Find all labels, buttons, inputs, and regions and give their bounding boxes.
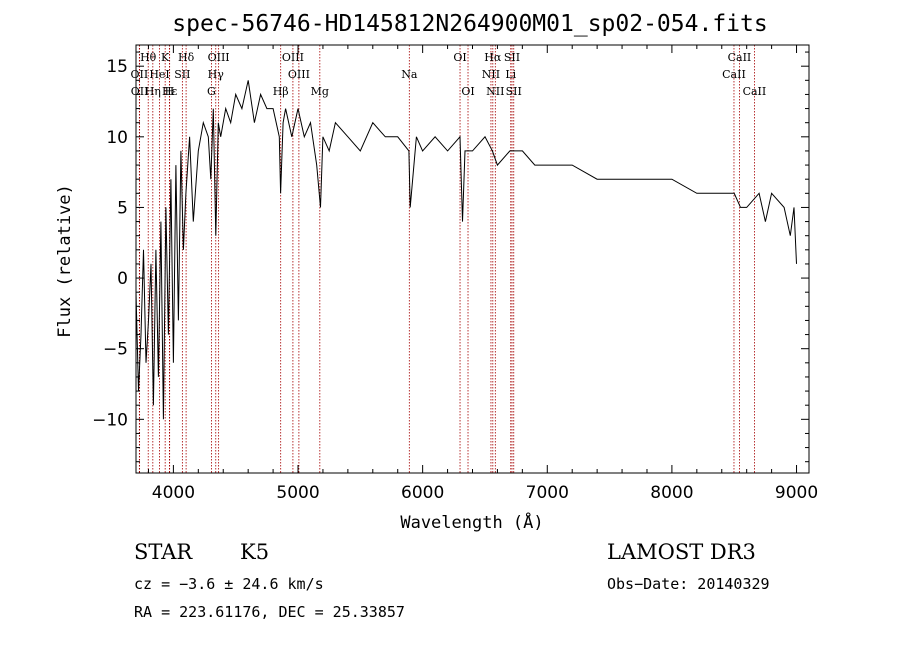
line-label: Hε xyxy=(162,85,178,98)
line-label: K xyxy=(161,51,170,64)
line-label: Hγ xyxy=(208,68,225,81)
line-label: Mg xyxy=(311,85,329,98)
line-label: SII xyxy=(504,51,520,64)
x-axis: 4000 5000 6000 7000 8000 9000 xyxy=(147,45,818,503)
x-tick-label: 7000 xyxy=(526,483,569,503)
spectral-subclass: K5 xyxy=(240,540,270,564)
line-label: Li xyxy=(505,68,516,81)
line-label: OIII xyxy=(282,51,304,64)
x-tick-label: 5000 xyxy=(276,483,319,503)
line-label: NII xyxy=(482,68,500,81)
x-tick-label: 8000 xyxy=(650,483,693,503)
line-label: Hβ xyxy=(273,85,289,98)
object-type: STAR xyxy=(134,540,193,564)
line-label: CaII xyxy=(722,68,746,81)
line-label: Hδ xyxy=(178,51,195,64)
line-label: CaII xyxy=(728,51,752,64)
x-tick-label: 9000 xyxy=(775,483,818,503)
line-label: OIII xyxy=(288,68,310,81)
plot-frame xyxy=(135,44,810,474)
line-label: Hη xyxy=(145,85,161,98)
y-tick-label: −5 xyxy=(103,340,128,360)
line-label: OII xyxy=(131,68,149,81)
line-label: NII xyxy=(486,85,504,98)
survey-name: LAMOST DR3 xyxy=(607,540,756,564)
line-label: H xyxy=(165,85,175,98)
y-axis: −10 −5 0 5 10 15 xyxy=(92,51,809,463)
line-label: Na xyxy=(401,68,418,81)
line-label: CaII xyxy=(743,85,767,98)
line-label: Hθ xyxy=(140,51,157,64)
line-label: G xyxy=(207,85,216,98)
emission-line-markers xyxy=(138,45,755,473)
line-label: Hα xyxy=(484,51,502,64)
x-tick-label: 6000 xyxy=(401,483,444,503)
y-tick-label: 0 xyxy=(117,269,128,289)
line-label: OI xyxy=(461,85,474,98)
observation-date: Obs−Date: 20140329 xyxy=(607,575,770,593)
sky-coordinates: RA = 223.61176, DEC = 25.33857 xyxy=(134,603,405,621)
line-label: SII xyxy=(506,85,522,98)
y-tick-label: −10 xyxy=(92,410,128,430)
redshift-cz: cz = −3.6 ± 24.6 km/s xyxy=(134,575,324,593)
x-tick-label: 4000 xyxy=(152,483,195,503)
x-axis-label: Wavelength (Å) xyxy=(400,511,543,533)
line-label: OI xyxy=(453,51,466,64)
y-axis-label: Flux (relative) xyxy=(55,184,75,338)
chart-title: spec-56746-HD145812N264900M01_sp02-054.f… xyxy=(172,11,767,37)
line-label: OII xyxy=(131,85,149,98)
y-tick-label: 5 xyxy=(117,198,128,218)
line-label: OIII xyxy=(208,51,230,64)
flux-series-line xyxy=(135,80,797,420)
y-tick-label: 10 xyxy=(106,128,128,148)
line-label: SII xyxy=(174,68,190,81)
y-tick-label: 15 xyxy=(106,57,128,77)
line-label: HeI xyxy=(149,68,169,81)
